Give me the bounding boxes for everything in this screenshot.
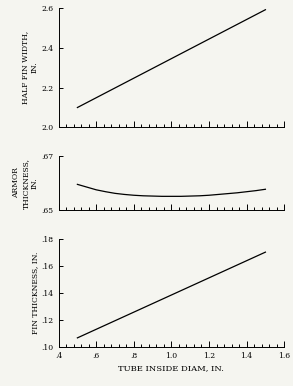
Y-axis label: HALF FIN WIDTH,
IN.: HALF FIN WIDTH, IN. <box>22 31 39 104</box>
Y-axis label: FIN THICKNESS, IN.: FIN THICKNESS, IN. <box>31 252 39 334</box>
Y-axis label: ARMOR
THICKNESS,
IN.: ARMOR THICKNESS, IN. <box>12 157 39 208</box>
X-axis label: TUBE INSIDE DIAM, IN.: TUBE INSIDE DIAM, IN. <box>118 364 224 372</box>
